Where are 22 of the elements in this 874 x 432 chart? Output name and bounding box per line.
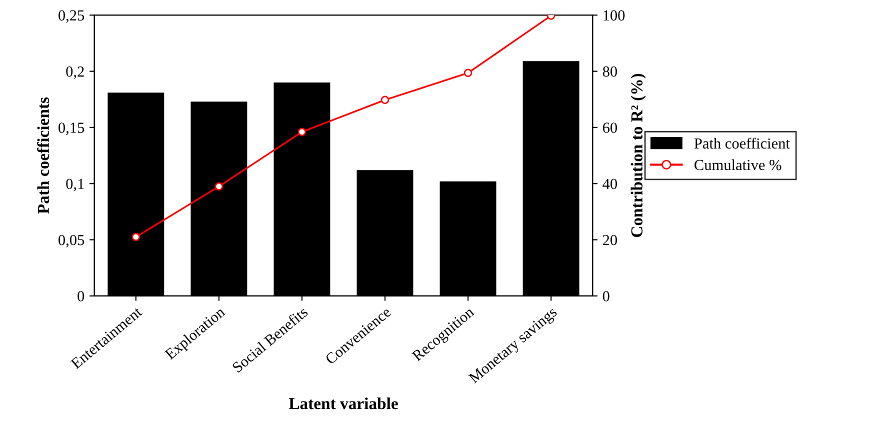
y2-tick-label: 0 [602,291,610,302]
y-axis-title: Path coefficients [37,97,49,214]
y2-tick-label: 80 [602,66,617,77]
point [298,128,306,136]
y2-tick-label: 60 [602,122,617,133]
y-tick-label: 0,15 [58,122,84,136]
point [214,182,224,191]
y-tick-label: 0,2 [66,66,84,79]
y-tick-label: 0,25 [58,10,84,23]
y2-tick-label: 20 [602,234,617,246]
y2-axis-title: Contribution to R² (%) [630,74,646,238]
legend-label: Path coefficient [694,138,790,149]
y-tick-label: 0,1 [66,178,84,192]
y2-tick-label: 100 [604,10,625,21]
y-tick-label: 0,05 [58,234,84,248]
point [380,96,390,104]
y2-tick-label: 40 [602,178,617,190]
point [464,68,472,78]
x-axis-title: Latent variable [288,397,398,410]
y-tick-label: 0 [78,291,84,302]
legend-label: Cumulative % [694,159,782,170]
point [132,232,140,242]
